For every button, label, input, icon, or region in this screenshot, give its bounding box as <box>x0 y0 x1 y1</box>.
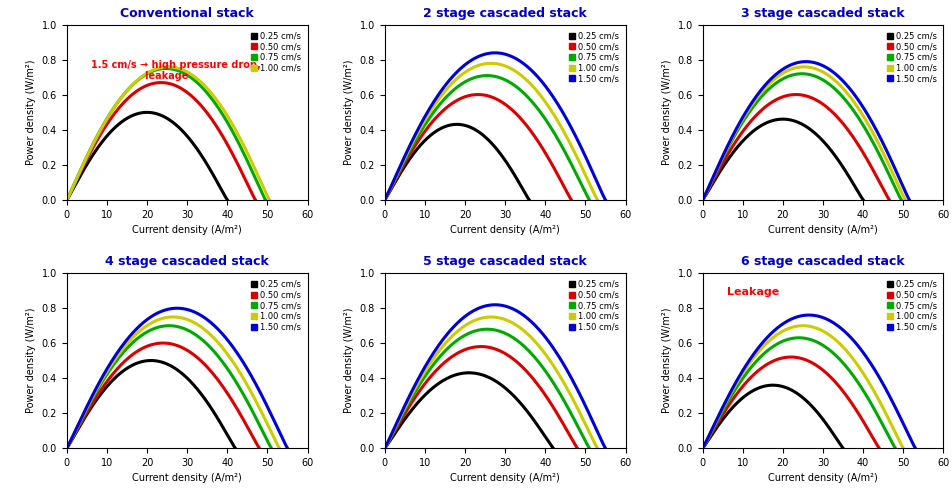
Legend: 0.25 cm/s, 0.50 cm/s, 0.75 cm/s, 1.00 cm/s: 0.25 cm/s, 0.50 cm/s, 0.75 cm/s, 1.00 cm… <box>249 29 303 75</box>
Y-axis label: Power density (W/m²): Power density (W/m²) <box>344 308 353 413</box>
X-axis label: Current density (A/m²): Current density (A/m²) <box>767 225 877 235</box>
X-axis label: Current density (A/m²): Current density (A/m²) <box>449 474 560 484</box>
Title: 5 stage cascaded stack: 5 stage cascaded stack <box>423 255 586 268</box>
Legend: 0.25 cm/s, 0.50 cm/s, 0.75 cm/s, 1.00 cm/s, 1.50 cm/s: 0.25 cm/s, 0.50 cm/s, 0.75 cm/s, 1.00 cm… <box>884 29 939 86</box>
Title: Conventional stack: Conventional stack <box>120 6 254 19</box>
X-axis label: Current density (A/m²): Current density (A/m²) <box>132 225 242 235</box>
Title: 6 stage cascaded stack: 6 stage cascaded stack <box>741 255 903 268</box>
Legend: 0.25 cm/s, 0.50 cm/s, 0.75 cm/s, 1.00 cm/s, 1.50 cm/s: 0.25 cm/s, 0.50 cm/s, 0.75 cm/s, 1.00 cm… <box>249 277 303 334</box>
X-axis label: Current density (A/m²): Current density (A/m²) <box>449 225 560 235</box>
Legend: 0.25 cm/s, 0.50 cm/s, 0.75 cm/s, 1.00 cm/s, 1.50 cm/s: 0.25 cm/s, 0.50 cm/s, 0.75 cm/s, 1.00 cm… <box>884 277 939 334</box>
X-axis label: Current density (A/m²): Current density (A/m²) <box>132 474 242 484</box>
Y-axis label: Power density (W/m²): Power density (W/m²) <box>662 308 671 413</box>
Y-axis label: Power density (W/m²): Power density (W/m²) <box>26 60 36 165</box>
Legend: 0.25 cm/s, 0.50 cm/s, 0.75 cm/s, 1.00 cm/s, 1.50 cm/s: 0.25 cm/s, 0.50 cm/s, 0.75 cm/s, 1.00 cm… <box>567 277 621 334</box>
Title: 4 stage cascaded stack: 4 stage cascaded stack <box>105 255 268 268</box>
Y-axis label: Power density (W/m²): Power density (W/m²) <box>344 60 353 165</box>
Y-axis label: Power density (W/m²): Power density (W/m²) <box>662 60 671 165</box>
Title: 2 stage cascaded stack: 2 stage cascaded stack <box>423 6 586 19</box>
Title: 3 stage cascaded stack: 3 stage cascaded stack <box>741 6 903 19</box>
Text: 1.5 cm/s → high pressure drop,
                leakage: 1.5 cm/s → high pressure drop, leakage <box>90 60 260 82</box>
Text: Leakage: Leakage <box>726 287 778 297</box>
X-axis label: Current density (A/m²): Current density (A/m²) <box>767 474 877 484</box>
Legend: 0.25 cm/s, 0.50 cm/s, 0.75 cm/s, 1.00 cm/s, 1.50 cm/s: 0.25 cm/s, 0.50 cm/s, 0.75 cm/s, 1.00 cm… <box>567 29 621 86</box>
Y-axis label: Power density (W/m²): Power density (W/m²) <box>26 308 36 413</box>
